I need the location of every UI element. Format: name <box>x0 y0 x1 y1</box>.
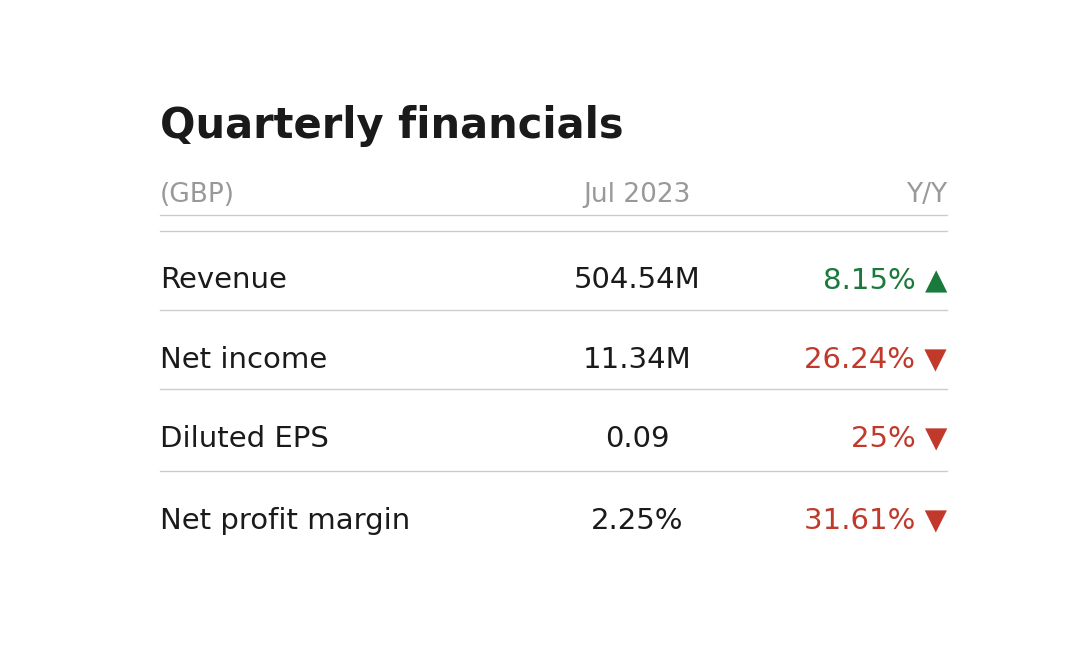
Text: Jul 2023: Jul 2023 <box>583 182 691 208</box>
Text: 31.61% ▼: 31.61% ▼ <box>804 507 947 535</box>
Text: 26.24% ▼: 26.24% ▼ <box>805 345 947 374</box>
Text: 11.34M: 11.34M <box>583 345 691 374</box>
Text: Revenue: Revenue <box>160 266 287 294</box>
Text: Y/Y: Y/Y <box>906 182 947 208</box>
Text: 25% ▼: 25% ▼ <box>851 425 947 453</box>
Text: 504.54M: 504.54M <box>573 266 701 294</box>
Text: 2.25%: 2.25% <box>591 507 684 535</box>
Text: Quarterly financials: Quarterly financials <box>160 105 624 147</box>
Text: Net profit margin: Net profit margin <box>160 507 410 535</box>
Text: (GBP): (GBP) <box>160 182 235 208</box>
Text: 8.15% ▲: 8.15% ▲ <box>823 266 947 294</box>
Text: 0.09: 0.09 <box>605 425 670 453</box>
Text: Diluted EPS: Diluted EPS <box>160 425 329 453</box>
Text: Net income: Net income <box>160 345 327 374</box>
